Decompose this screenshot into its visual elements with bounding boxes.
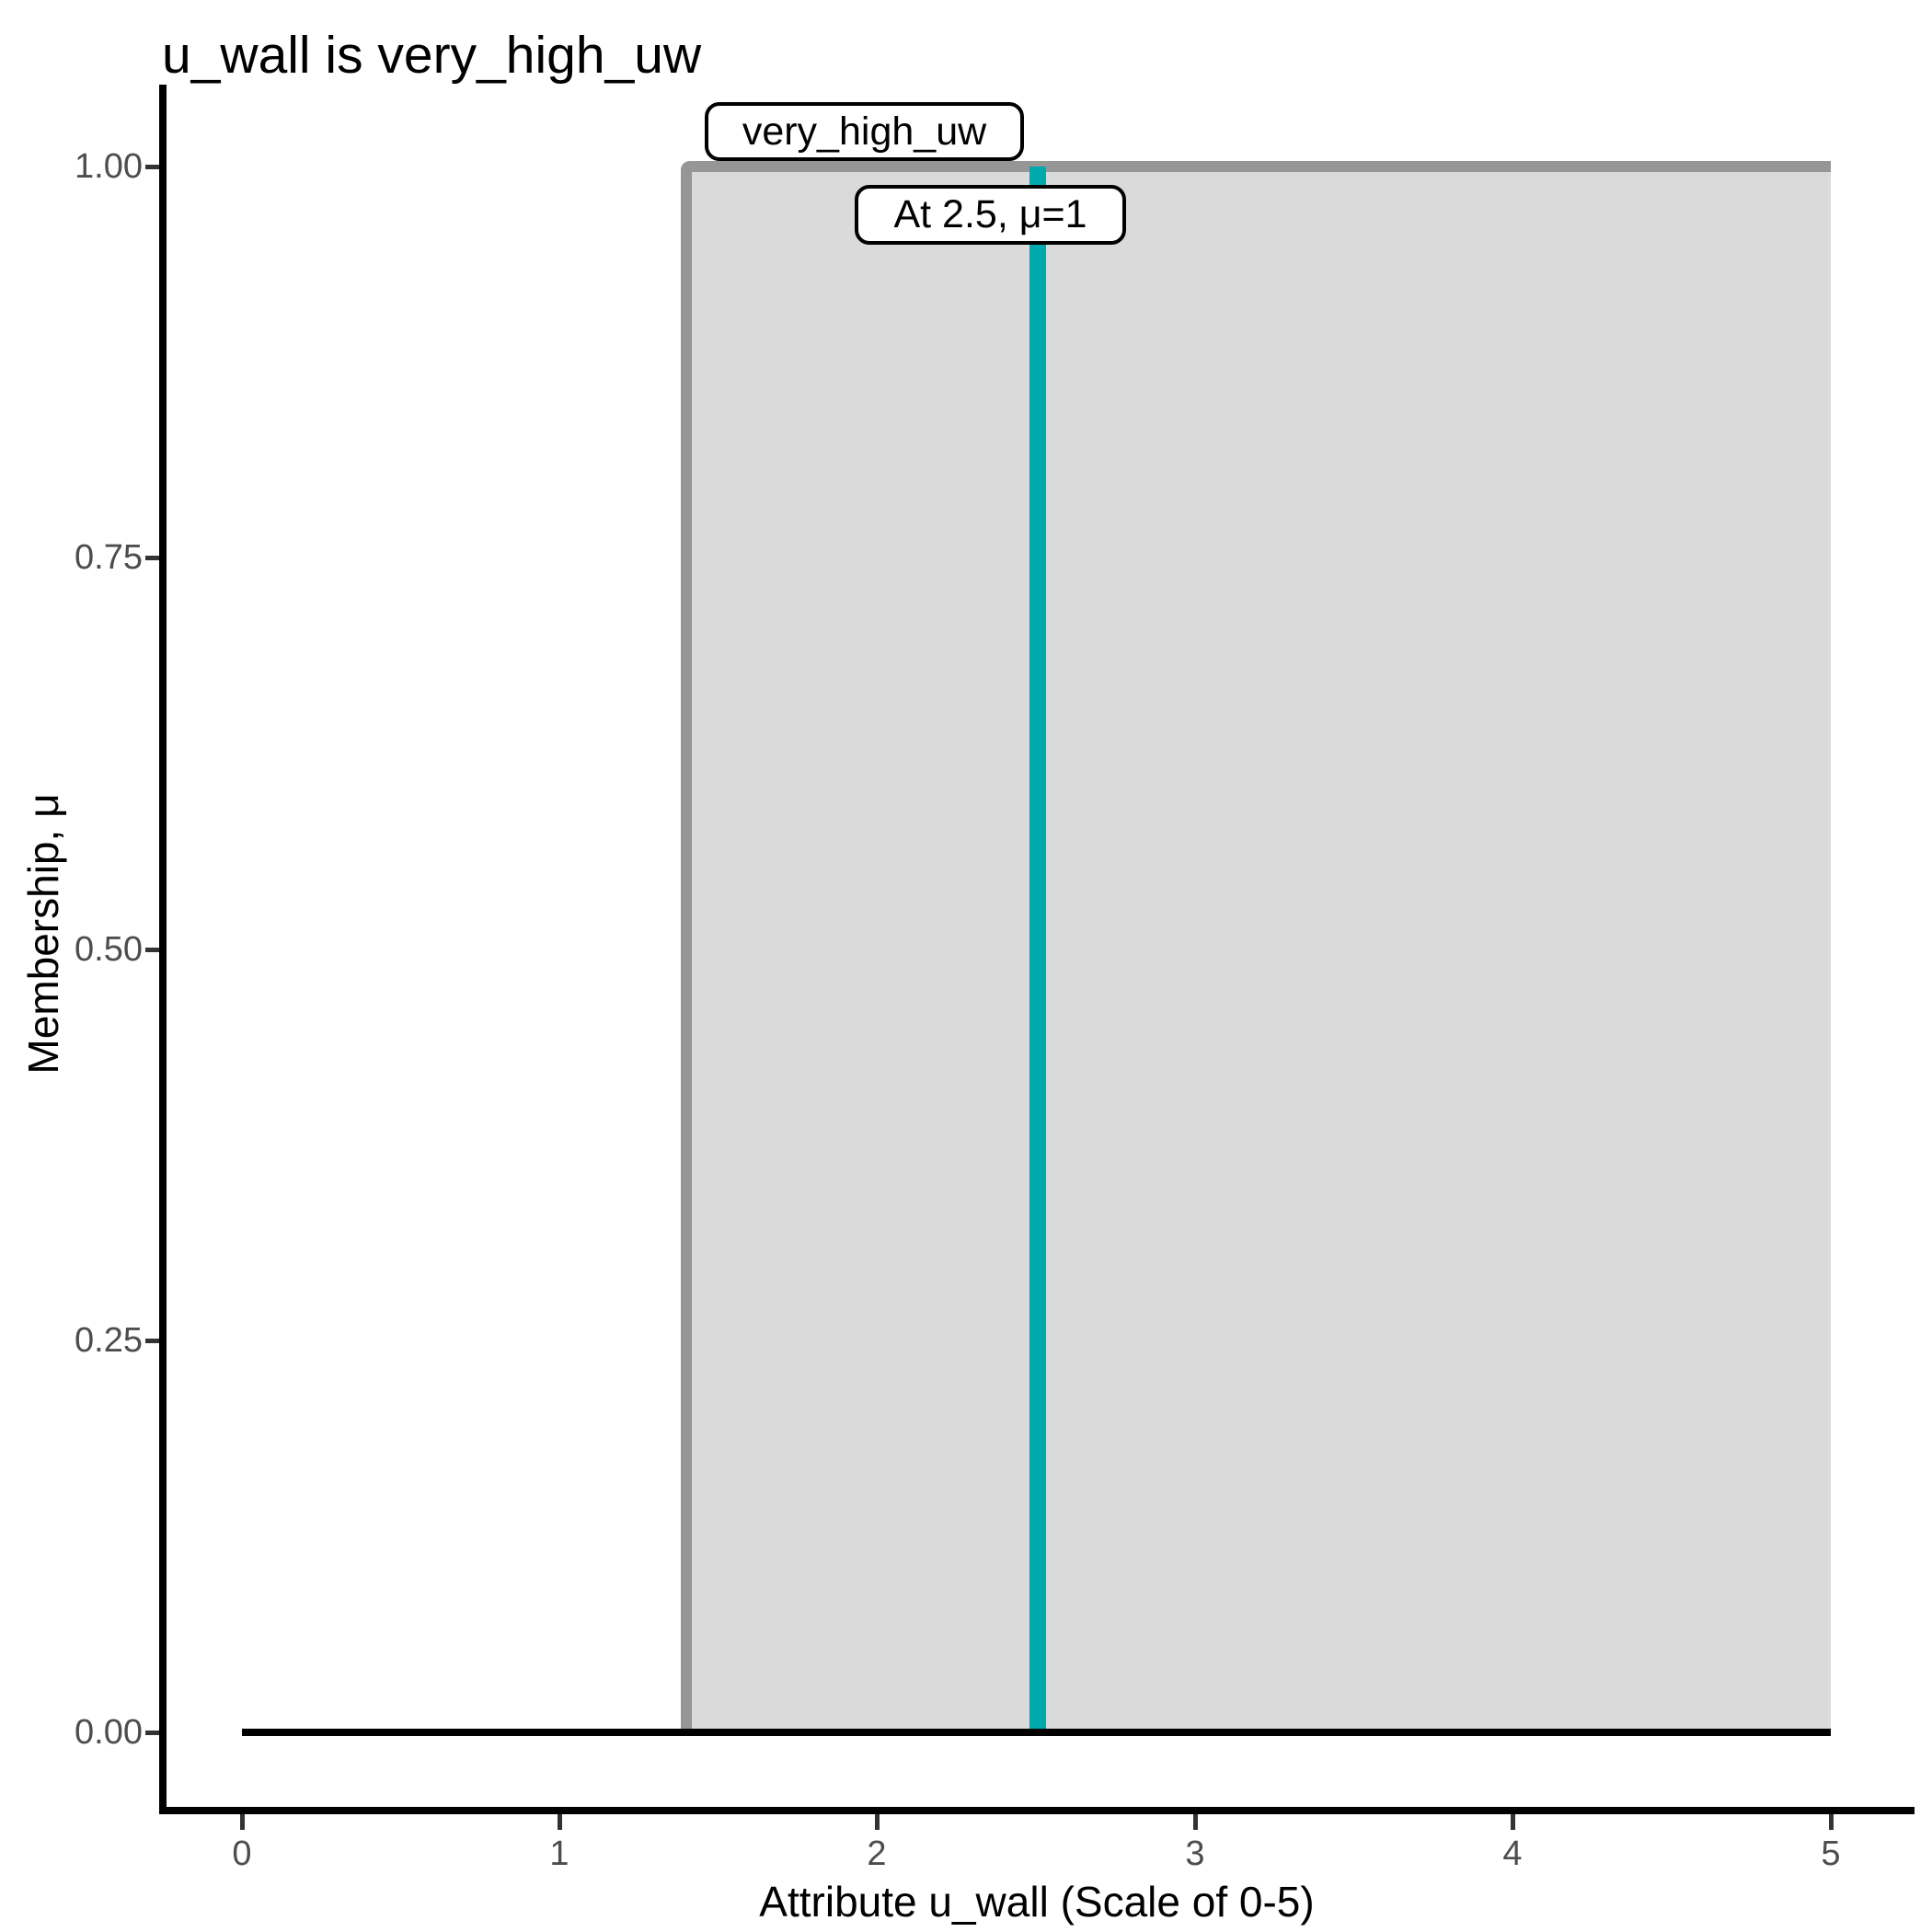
mf-name-label: very_high_uw [705, 102, 1024, 161]
x-tick-label: 0 [232, 1834, 252, 1873]
y-tick-mark-1.00 [145, 165, 159, 169]
chart-title: u_wall is very_high_uw [162, 26, 702, 85]
y-tick-label: 0.00 [75, 1713, 143, 1752]
x-axis-line [159, 1807, 1915, 1814]
x-tick-mark-0 [240, 1814, 245, 1830]
x-tick-label: 3 [1185, 1834, 1205, 1873]
x-tick-label: 4 [1502, 1834, 1523, 1873]
x-tick-mark-2 [875, 1814, 880, 1830]
y-tick-mark-0.00 [145, 1731, 159, 1735]
input-value-label: At 2.5, μ=1 [855, 185, 1126, 245]
y-tick-label: 0.50 [75, 930, 143, 969]
x-tick-label: 5 [1821, 1834, 1841, 1873]
x-tick-mark-5 [1829, 1814, 1834, 1830]
zero-membership-baseline [242, 1729, 1831, 1736]
x-tick-mark-4 [1511, 1814, 1515, 1830]
y-tick-mark-0.75 [145, 556, 159, 560]
x-tick-mark-1 [558, 1814, 562, 1830]
y-tick-mark-0.50 [145, 948, 159, 952]
x-axis-title: Attribute u_wall (Scale of 0-5) [0, 1877, 1932, 1926]
y-tick-label: 0.75 [75, 538, 143, 577]
y-tick-mark-0.25 [145, 1339, 159, 1343]
x-axis-title-text: Attribute u_wall (Scale of 0-5) [759, 1878, 1315, 1926]
crisp-input-line [1029, 167, 1046, 1734]
x-tick-label: 2 [867, 1834, 887, 1873]
y-tick-label: 0.25 [75, 1321, 143, 1360]
x-tick-label: 1 [549, 1834, 569, 1873]
y-axis-line [159, 85, 167, 1814]
x-tick-mark-3 [1193, 1814, 1198, 1830]
y-tick-label: 1.00 [75, 147, 143, 186]
membership-function-area [681, 161, 1831, 1732]
